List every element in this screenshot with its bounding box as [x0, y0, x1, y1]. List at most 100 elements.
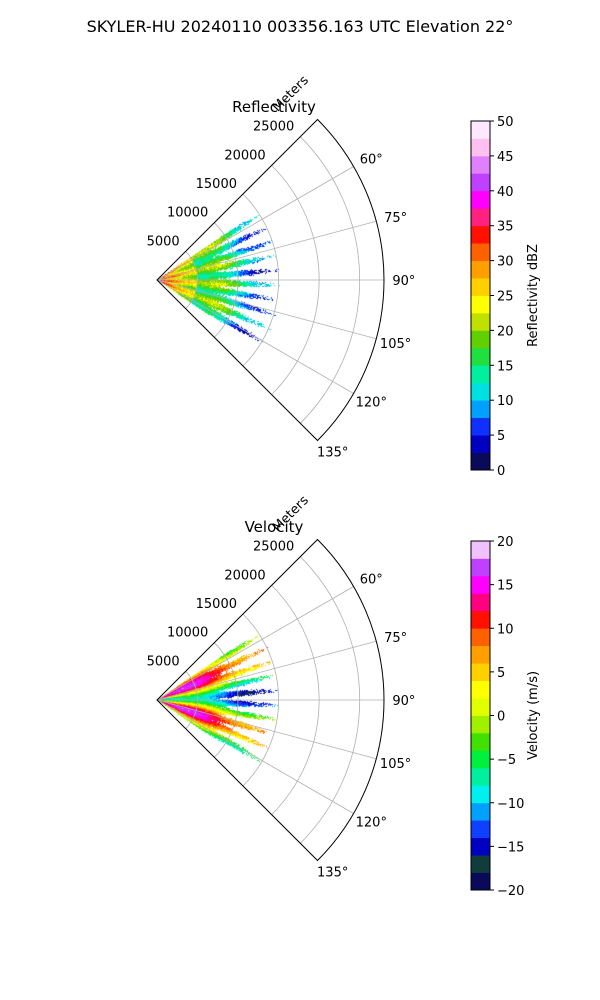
angular-tick-label: 60°: [360, 573, 383, 588]
angular-gridline: [156, 586, 354, 701]
radial-tick-label: 10000: [167, 626, 208, 641]
colorbar-segment: [471, 417, 490, 436]
radial-tick-label: 15000: [196, 177, 237, 192]
colorbar-segment: [471, 820, 490, 839]
colorbar-segment: [471, 278, 490, 296]
colorbar-segment: [471, 155, 490, 174]
colorbar-segment: [471, 190, 490, 209]
colorbar-segment: [471, 138, 490, 157]
figure-title: SKYLER-HU 20240110 003356.163 UTC Elevat…: [87, 17, 514, 36]
angular-tick-label: 135°: [317, 446, 348, 461]
colorbar-segment: [471, 698, 490, 716]
colorbar-tick-label: 5: [497, 666, 505, 681]
colorbar-segment: [471, 715, 490, 734]
colorbar-segment: [471, 347, 490, 366]
colorbar-segment: [471, 732, 490, 751]
angular-tick-label: 75°: [384, 211, 407, 226]
angular-gridline: [156, 279, 377, 340]
angular-tick-label: 105°: [380, 757, 411, 772]
colorbar-segment: [471, 330, 490, 349]
angular-tick-label: 90°: [392, 694, 415, 709]
angular-tick-label: 105°: [380, 337, 411, 352]
angular-gridline: [156, 699, 377, 760]
angular-gridline: [156, 166, 354, 281]
colorbar-segment: [471, 260, 490, 279]
reflectivity-panel: Reflectivity500010000150002000025000Mete…: [147, 73, 541, 479]
colorbar-label: Reflectivity dBZ: [526, 244, 541, 347]
radial-tick-label: 20000: [224, 148, 265, 163]
angular-tick-label: 120°: [356, 395, 387, 410]
colorbar-segment: [471, 312, 490, 331]
colorbar-tick-label: 50: [497, 115, 514, 130]
angular-gridline: [156, 220, 377, 281]
angular-gridline: [156, 279, 354, 394]
colorbar-segment: [471, 435, 490, 453]
radial-tick-label: 5000: [147, 654, 180, 669]
radial-tick-label: 25000: [253, 540, 294, 555]
colorbar-segment: [471, 400, 490, 419]
colorbar-tick-label: 30: [497, 255, 514, 270]
colorbar-tick-label: 15: [497, 359, 514, 374]
angular-gridline: [156, 640, 377, 701]
colorbar-segment: [471, 295, 490, 314]
radial-tick-label: 25000: [253, 120, 294, 135]
colorbar-segment: [471, 680, 490, 699]
colorbar-tick-label: 20: [497, 324, 514, 339]
polar-frame: [156, 538, 385, 862]
colorbar-tick-label: 10: [497, 622, 514, 637]
angular-tick-label: 60°: [360, 153, 383, 168]
colorbar-segment: [471, 767, 490, 786]
radial-tick-label: 10000: [167, 206, 208, 221]
colorbar-label: Velocity (m/s): [526, 671, 541, 760]
angular-gridline: [156, 699, 354, 814]
colorbar-tick-label: 40: [497, 185, 514, 200]
colorbar-segment: [471, 663, 490, 681]
colorbar-segment: [471, 855, 490, 873]
colorbar-tick-label: −20: [497, 884, 524, 899]
colorbar-segment: [471, 452, 490, 471]
colorbar-tick-label: 5: [497, 429, 505, 444]
colorbar-segment: [471, 872, 490, 891]
colorbar-segment: [471, 610, 490, 629]
colorbar-tick-label: −15: [497, 840, 524, 855]
colorbar-segment: [471, 243, 490, 261]
angular-tick-label: 135°: [317, 866, 348, 881]
colorbar-segment: [471, 382, 490, 401]
colorbar-segment: [471, 645, 490, 664]
colorbar-tick-label: 10: [497, 394, 514, 409]
colorbar-tick-label: 45: [497, 150, 514, 165]
polar-frame: [156, 118, 385, 442]
colorbar-segment: [471, 802, 490, 821]
angular-tick-label: 120°: [356, 815, 387, 830]
radial-tick-label: 5000: [147, 234, 180, 249]
colorbar-segment: [471, 837, 490, 856]
colorbar-segment: [471, 575, 490, 594]
colorbar-segment: [471, 173, 490, 192]
colorbar-tick-label: 0: [497, 464, 505, 479]
colorbar-tick-label: 35: [497, 220, 514, 235]
colorbar-segment: [471, 750, 490, 769]
colorbar-segment: [471, 593, 490, 612]
panel-title: Reflectivity: [232, 98, 316, 116]
colorbar-segment: [471, 558, 490, 577]
colorbar-tick-label: −5: [497, 753, 516, 768]
colorbar-segment: [471, 208, 490, 227]
colorbar-tick-label: 25: [497, 290, 514, 305]
colorbar-segment: [471, 225, 490, 244]
colorbar-tick-label: 0: [497, 710, 505, 725]
colorbar-tick-label: 15: [497, 579, 514, 594]
velocity-panel: Velocity500010000150002000025000Meters60…: [147, 493, 541, 899]
colorbar-tick-label: 20: [497, 535, 514, 550]
colorbar-segment: [471, 541, 490, 559]
angular-tick-label: 75°: [384, 631, 407, 646]
colorbar-segment: [471, 628, 490, 647]
radial-tick-label: 20000: [224, 568, 265, 583]
angular-tick-label: 90°: [392, 274, 415, 289]
colorbar-segment: [471, 365, 490, 384]
colorbar-segment: [471, 121, 490, 139]
colorbar-segment: [471, 785, 490, 804]
radial-tick-label: 15000: [196, 597, 237, 612]
colorbar-tick-label: −10: [497, 797, 524, 812]
panel-title: Velocity: [245, 518, 304, 536]
